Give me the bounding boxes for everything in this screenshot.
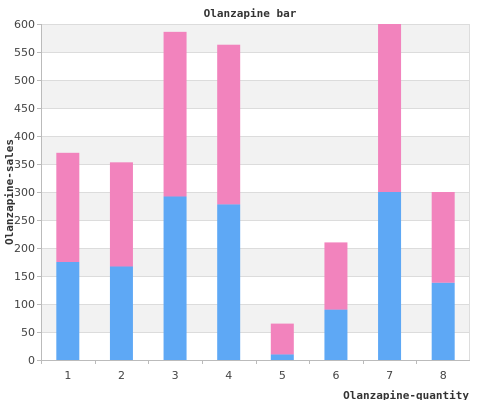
bar-segment-2-5 bbox=[270, 323, 294, 355]
chart-title: Olanzapine bar bbox=[204, 7, 297, 20]
bar-segment-2-4 bbox=[217, 44, 241, 205]
grid-band bbox=[41, 192, 470, 220]
x-tick-label: 8 bbox=[440, 369, 447, 382]
x-axis-title: Olanzapine-quantity bbox=[343, 389, 469, 400]
grid-band bbox=[41, 164, 470, 192]
bar-segment-1-4 bbox=[217, 204, 241, 360]
y-tick-label: 400 bbox=[14, 130, 35, 143]
x-tick-label: 7 bbox=[386, 369, 393, 382]
grid-band bbox=[41, 332, 470, 360]
y-tick-label: 450 bbox=[14, 102, 35, 115]
bar-segment-1-3 bbox=[163, 196, 187, 360]
grid-band bbox=[41, 136, 470, 164]
x-tick-label: 5 bbox=[279, 369, 286, 382]
y-tick-label: 250 bbox=[14, 214, 35, 227]
axes bbox=[41, 24, 470, 361]
bar-segment-2-3 bbox=[163, 31, 187, 197]
grid-band bbox=[41, 24, 470, 52]
x-tick-label: 4 bbox=[225, 369, 232, 382]
y-tick-label: 550 bbox=[14, 46, 35, 59]
y-tick-label: 150 bbox=[14, 270, 35, 283]
bar-segment-2-8 bbox=[431, 192, 455, 283]
x-tick-label: 6 bbox=[332, 369, 339, 382]
y-tick-label: 350 bbox=[14, 158, 35, 171]
x-tick-label: 1 bbox=[64, 369, 71, 382]
grid-band bbox=[41, 80, 470, 108]
y-tick-label: 200 bbox=[14, 242, 35, 255]
bar-segment-2-6 bbox=[324, 242, 348, 310]
grid-band bbox=[41, 248, 470, 276]
bar-segment-1-1 bbox=[56, 262, 80, 360]
bar-segment-1-5 bbox=[270, 354, 294, 360]
y-tick-label: 300 bbox=[14, 186, 35, 199]
bar-segment-2-2 bbox=[109, 162, 133, 267]
grid-band bbox=[41, 276, 470, 304]
bar-segment-1-2 bbox=[109, 266, 133, 360]
y-tick-labels: 0 50 100 150 200 250 300 350 400 450 500 550 600 bbox=[14, 18, 41, 367]
y-tick-label: 600 bbox=[14, 18, 35, 31]
y-tick-label: 50 bbox=[21, 326, 35, 339]
bar-segment-1-8 bbox=[431, 282, 455, 360]
y-tick-label: 0 bbox=[28, 354, 35, 367]
grid-band bbox=[41, 220, 470, 248]
x-tick-labels: 1 2 3 4 5 6 7 8 bbox=[41, 360, 447, 382]
x-tick-label: 3 bbox=[172, 369, 179, 382]
y-tick-label: 500 bbox=[14, 74, 35, 87]
grid-band bbox=[41, 108, 470, 136]
grid-band bbox=[41, 304, 470, 332]
bar-segment-1-6 bbox=[324, 309, 348, 360]
x-tick-label: 2 bbox=[118, 369, 125, 382]
y-axis-title: Olanzapine-sales bbox=[3, 139, 16, 245]
bar-segment-2-7 bbox=[378, 24, 402, 192]
bar-segment-1-7 bbox=[378, 192, 402, 360]
grid-band bbox=[41, 52, 470, 80]
bars bbox=[56, 24, 455, 360]
y-tick-label: 100 bbox=[14, 298, 35, 311]
bar-segment-2-1 bbox=[56, 152, 80, 262]
